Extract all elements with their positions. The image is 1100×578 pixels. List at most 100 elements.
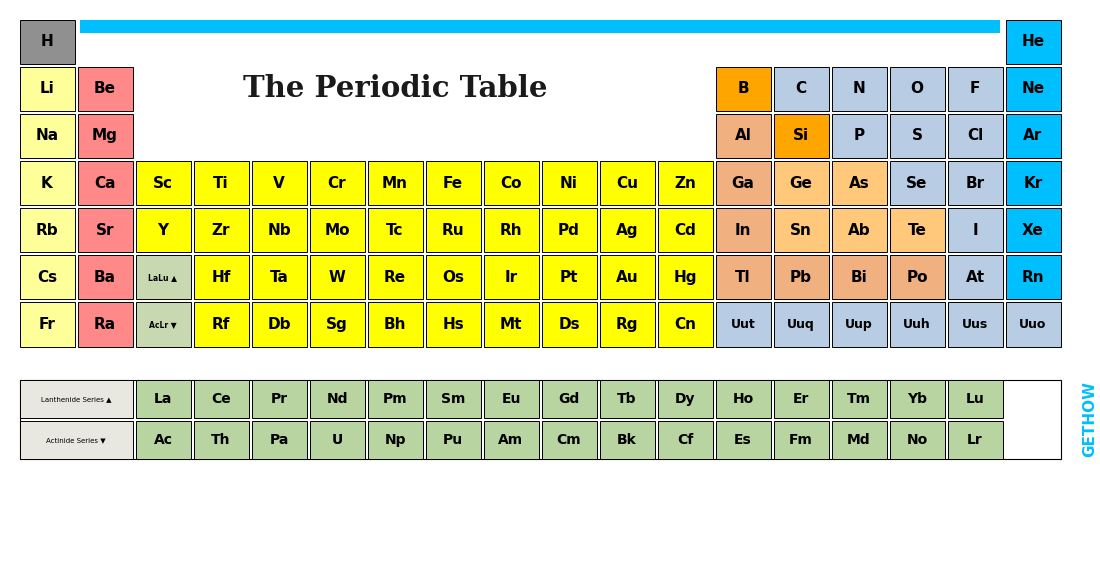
Bar [367, 161, 422, 205]
Text: Gd: Gd [559, 392, 580, 406]
Bar [20, 114, 75, 158]
Bar [658, 161, 713, 205]
Bar [484, 208, 539, 252]
Bar [252, 161, 307, 205]
Bar [890, 380, 945, 418]
Bar [715, 208, 770, 252]
Text: Re: Re [384, 270, 406, 285]
Bar [194, 421, 249, 460]
Bar [77, 208, 132, 252]
Bar [135, 421, 190, 460]
Text: Hs: Hs [442, 317, 464, 332]
Text: Fr: Fr [39, 317, 55, 332]
Text: Sn: Sn [790, 223, 812, 238]
Bar [309, 421, 364, 460]
Text: Ag: Ag [616, 223, 638, 238]
Text: W: W [329, 270, 345, 285]
Text: Ne: Ne [1022, 81, 1045, 96]
Bar [715, 255, 770, 299]
Text: Na: Na [35, 128, 58, 143]
Text: Dy: Dy [674, 392, 695, 406]
Text: Si: Si [793, 128, 810, 143]
Bar [658, 208, 713, 252]
Bar [1005, 208, 1060, 252]
Bar [832, 208, 887, 252]
Bar [135, 380, 190, 418]
Bar [890, 66, 945, 111]
Bar [947, 421, 1002, 460]
Bar [890, 255, 945, 299]
Text: Ge: Ge [790, 176, 813, 191]
Text: P: P [854, 128, 865, 143]
Bar [309, 255, 364, 299]
Text: V: V [273, 176, 285, 191]
Text: Ds: Ds [558, 317, 580, 332]
Bar [947, 380, 1002, 418]
Text: The Periodic Table: The Periodic Table [243, 74, 548, 103]
Text: C: C [795, 81, 806, 96]
Bar [773, 255, 828, 299]
Text: Es: Es [734, 434, 752, 447]
Bar [832, 114, 887, 158]
Text: Mo: Mo [324, 223, 350, 238]
Text: Uuo: Uuo [1020, 318, 1047, 331]
Bar [832, 255, 887, 299]
Bar [367, 255, 422, 299]
Text: Bh: Bh [384, 317, 406, 332]
Text: Fm: Fm [789, 434, 813, 447]
Text: Uup: Uup [845, 318, 873, 331]
Bar [890, 161, 945, 205]
Bar [1005, 161, 1060, 205]
Text: Uuh: Uuh [903, 318, 931, 331]
Bar [20, 380, 132, 418]
Bar [367, 421, 422, 460]
Text: Al: Al [735, 128, 751, 143]
Text: Md: Md [847, 434, 871, 447]
Text: Ti: Ti [213, 176, 229, 191]
Text: Zr: Zr [211, 223, 230, 238]
Text: Cu: Cu [616, 176, 638, 191]
Text: Nb: Nb [267, 223, 290, 238]
Text: Xe: Xe [1022, 223, 1044, 238]
Bar [715, 380, 770, 418]
Text: Pu: Pu [443, 434, 463, 447]
Bar [194, 161, 249, 205]
Text: Er: Er [793, 392, 810, 406]
Bar [600, 380, 654, 418]
Bar [890, 302, 945, 346]
Text: Nd: Nd [327, 392, 348, 406]
Bar [20, 66, 75, 111]
Bar [1005, 114, 1060, 158]
Text: Po: Po [906, 270, 927, 285]
Text: AcLr ▼: AcLr ▼ [150, 320, 177, 329]
Bar [658, 421, 713, 460]
Text: Au: Au [616, 270, 638, 285]
Text: H: H [41, 34, 54, 49]
Text: Cl: Cl [967, 128, 983, 143]
Text: Cn: Cn [674, 317, 696, 332]
Bar [20, 380, 1060, 460]
Text: Ab: Ab [848, 223, 870, 238]
Bar [541, 302, 596, 346]
Bar [252, 302, 307, 346]
Bar [20, 20, 75, 64]
Bar [20, 255, 75, 299]
Bar [135, 255, 190, 299]
Bar [715, 421, 770, 460]
Bar [426, 255, 481, 299]
Bar [600, 302, 654, 346]
Bar [600, 208, 654, 252]
Bar [135, 161, 190, 205]
Bar [367, 302, 422, 346]
Bar [484, 161, 539, 205]
Bar [367, 208, 422, 252]
Bar [194, 380, 249, 418]
Bar [600, 255, 654, 299]
Bar [77, 66, 132, 111]
Text: Ta: Ta [270, 270, 288, 285]
Bar [252, 421, 307, 460]
Text: Lr: Lr [967, 434, 983, 447]
Bar [484, 302, 539, 346]
Text: Co: Co [500, 176, 521, 191]
Bar [309, 208, 364, 252]
